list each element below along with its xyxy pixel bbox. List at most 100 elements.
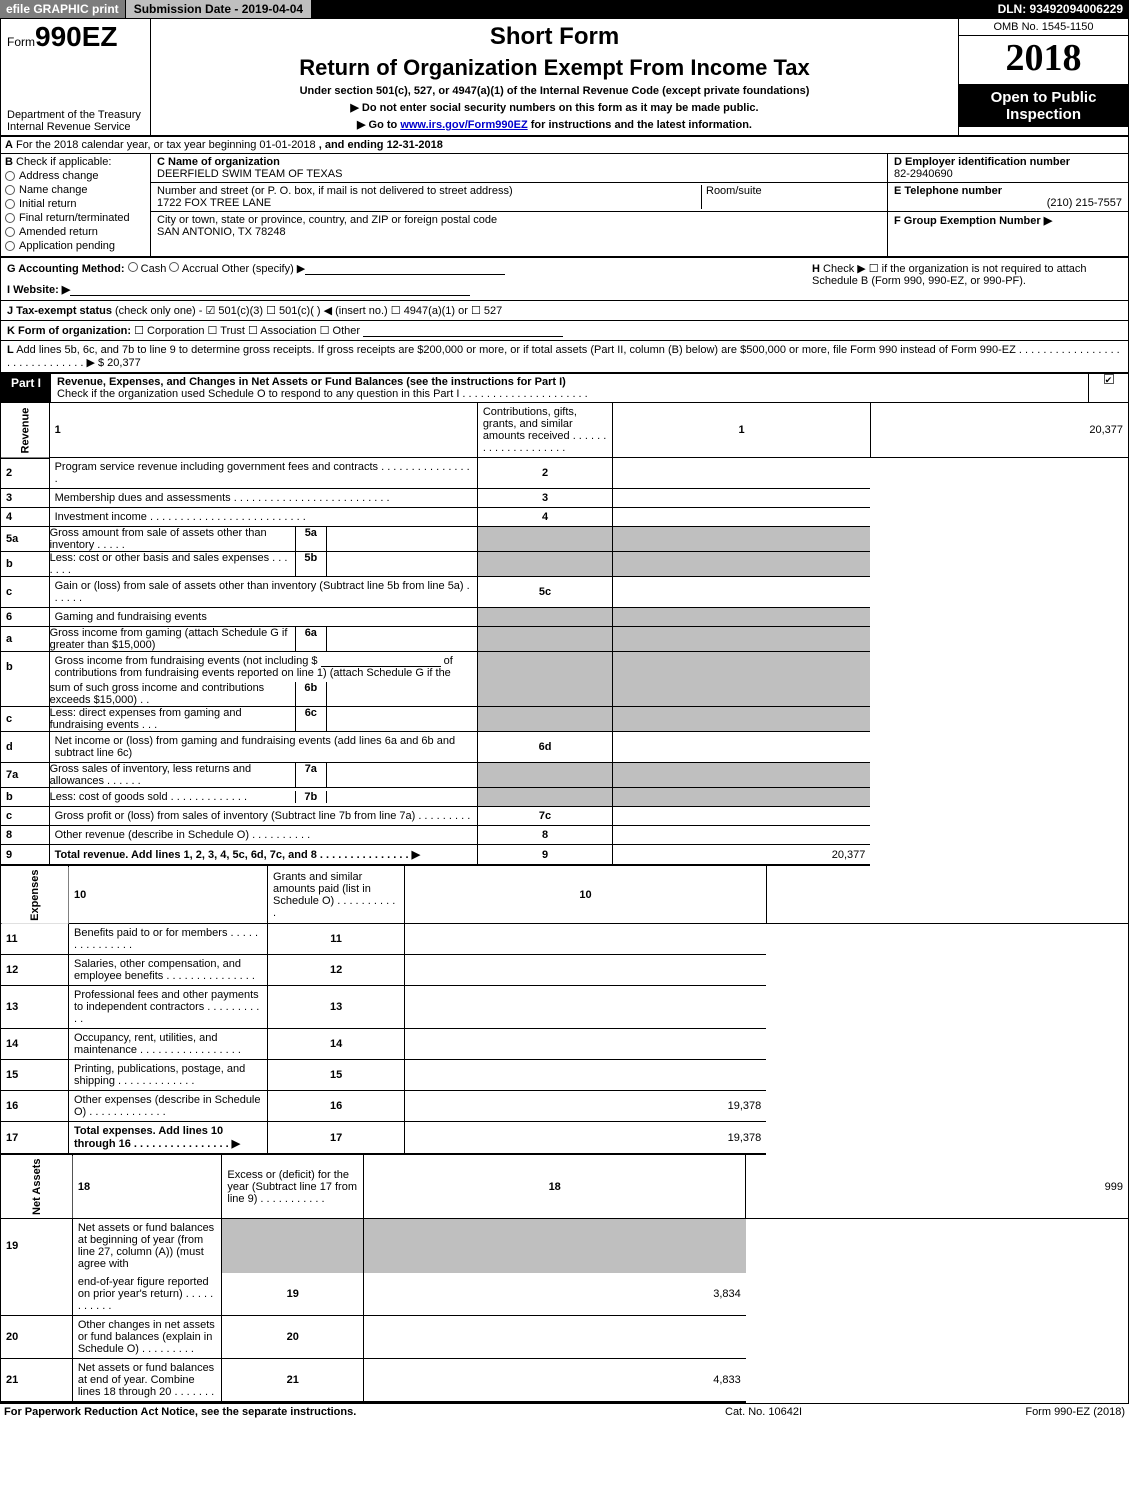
line-6b-amount-input[interactable]: [321, 655, 441, 667]
line-7a: 7a Gross sales of inventory, less return…: [1, 763, 1128, 788]
line-subnum: 6c: [295, 707, 327, 731]
line-refnum: 10: [405, 866, 767, 924]
line-desc: Less: cost of goods sold . . . . . . . .…: [50, 791, 295, 803]
check-application-pending[interactable]: Application pending: [5, 240, 146, 252]
line-refnum-grey: [222, 1218, 364, 1273]
line-desc: Printing, publications, postage, and shi…: [69, 1060, 268, 1091]
radio-icon[interactable]: [169, 262, 179, 272]
line-num: 14: [1, 1029, 69, 1060]
line-desc: Investment income . . . . . . . . . . . …: [49, 508, 477, 527]
netassets-sidebar: Net Assets: [1, 1155, 72, 1218]
irs-link[interactable]: www.irs.gov/Form990EZ: [400, 119, 527, 131]
line-num: 11: [1, 924, 69, 955]
line-5c: c Gain or (loss) from sale of assets oth…: [1, 577, 1128, 608]
radio-icon[interactable]: [128, 262, 138, 272]
line-value: 3,834: [364, 1273, 746, 1316]
line-14: 14 Occupancy, rent, utilities, and maint…: [1, 1029, 1128, 1060]
form-number-big: 990EZ: [35, 21, 118, 52]
check-initial-return[interactable]: Initial return: [5, 198, 146, 210]
dept-irs: Internal Revenue Service: [7, 121, 144, 133]
line-20: 20 Other changes in net assets or fund b…: [1, 1315, 1128, 1358]
part-i-sub: Check if the organization used Schedule …: [57, 388, 588, 400]
line-desc: Salaries, other compensation, and employ…: [69, 955, 268, 986]
line-desc: Gross income from gaming (attach Schedul…: [50, 627, 295, 651]
line-value: [405, 986, 767, 1029]
line-num: a: [1, 627, 49, 652]
check-name-change[interactable]: Name change: [5, 184, 146, 196]
line-2: 2 Program service revenue including gove…: [1, 458, 1128, 489]
other-specify-input[interactable]: [305, 263, 505, 275]
line-num: b: [1, 788, 49, 807]
line-refnum-grey: [477, 707, 612, 732]
line-6b-2: sum of such gross income and contributio…: [1, 682, 1128, 707]
section-b-label: B: [5, 156, 13, 168]
ein-row: D Employer identification number 82-2940…: [888, 154, 1128, 183]
line-num: 15: [1, 1060, 69, 1091]
revenue-table: Revenue 1 Contributions, gifts, grants, …: [1, 403, 1128, 866]
line-6b-text1: Gross income from fundraising events (no…: [55, 655, 321, 667]
org-street-row: Number and street (or P. O. box, if mail…: [151, 183, 887, 212]
accrual-label: Accrual: [182, 263, 219, 275]
line-6b-1: b Gross income from fundraising events (…: [1, 652, 1128, 683]
check-label: Address change: [19, 170, 99, 182]
ein-value: 82-2940690: [894, 168, 953, 180]
org-city-row: City or town, state or province, country…: [151, 212, 887, 240]
check-icon: [1104, 374, 1114, 384]
room-suite: Room/suite: [701, 185, 881, 209]
line-value-grey: [613, 707, 871, 732]
line-value: [613, 826, 871, 845]
goto-pre: ▶ Go to: [357, 119, 400, 131]
k-other-input[interactable]: [363, 325, 563, 337]
line-value: [613, 577, 871, 608]
group-exemption-row: F Group Exemption Number ▶: [888, 212, 1128, 229]
street-value: 1722 FOX TREE LANE: [157, 197, 271, 209]
section-a-row: A For the 2018 calendar year, or tax yea…: [1, 137, 1128, 154]
line-num-blank: [1, 682, 49, 707]
line-num: 12: [1, 955, 69, 986]
section-a-body: For the 2018 calendar year, or tax year …: [16, 139, 316, 151]
part-i-checkbox[interactable]: [1088, 374, 1128, 402]
line-subval: [327, 552, 477, 576]
line-desc: Gross amount from sale of assets other t…: [50, 527, 295, 551]
line-value: [613, 489, 871, 508]
line-18: Net Assets 18 Excess or (deficit) for th…: [1, 1155, 1128, 1218]
check-label: Final return/terminated: [19, 212, 130, 224]
line-value: 19,378: [405, 1091, 767, 1122]
i-label: I Website: ▶: [7, 284, 70, 296]
line-subnum: 7b: [295, 791, 327, 803]
form-prefix: Form: [7, 35, 35, 49]
line-refnum-grey: [477, 527, 612, 552]
check-amended-return[interactable]: Amended return: [5, 226, 146, 238]
open-line1: Open to Public: [961, 89, 1126, 106]
line-num: 5a: [1, 527, 49, 552]
line-num: 8: [1, 826, 49, 845]
line-num: 17: [1, 1122, 69, 1155]
line-refnum: 21: [222, 1358, 364, 1402]
line-num: c: [1, 807, 49, 826]
line-num: 18: [72, 1155, 222, 1218]
check-address-change[interactable]: Address change: [5, 170, 146, 182]
e-label: E Telephone number: [894, 185, 1002, 197]
line-desc: sum of such gross income and contributio…: [50, 682, 295, 706]
line-7b: b Less: cost of goods sold . . . . . . .…: [1, 788, 1128, 807]
website-input[interactable]: [70, 284, 470, 296]
check-final-return[interactable]: Final return/terminated: [5, 212, 146, 224]
line-value-grey: [613, 652, 871, 683]
line-21: 21 Net assets or fund balances at end of…: [1, 1358, 1128, 1402]
line-value: 20,377: [613, 845, 871, 866]
dept-treasury: Department of the Treasury: [7, 109, 144, 121]
line-num: 3: [1, 489, 49, 508]
line-subnum: 6b: [295, 682, 327, 706]
line-desc: Total expenses. Add lines 10 through 16 …: [74, 1125, 240, 1150]
top-bar: efile GRAPHIC print Submission Date - 20…: [0, 0, 1129, 18]
line-refnum: 3: [477, 489, 612, 508]
efile-print-button[interactable]: efile GRAPHIC print: [0, 0, 126, 18]
line-desc: Total revenue. Add lines 1, 2, 3, 4, 5c,…: [55, 849, 420, 861]
section-j-row: J Tax-exempt status (check only one) - ☑…: [1, 301, 1128, 321]
line-refnum: 16: [268, 1091, 405, 1122]
line-12: 12 Salaries, other compensation, and emp…: [1, 955, 1128, 986]
netassets-table: Net Assets 18 Excess or (deficit) for th…: [1, 1155, 1128, 1402]
return-title: Return of Organization Exempt From Incom…: [159, 55, 950, 81]
line-desc: Gain or (loss) from sale of assets other…: [49, 577, 477, 608]
line-num: c: [1, 577, 49, 608]
